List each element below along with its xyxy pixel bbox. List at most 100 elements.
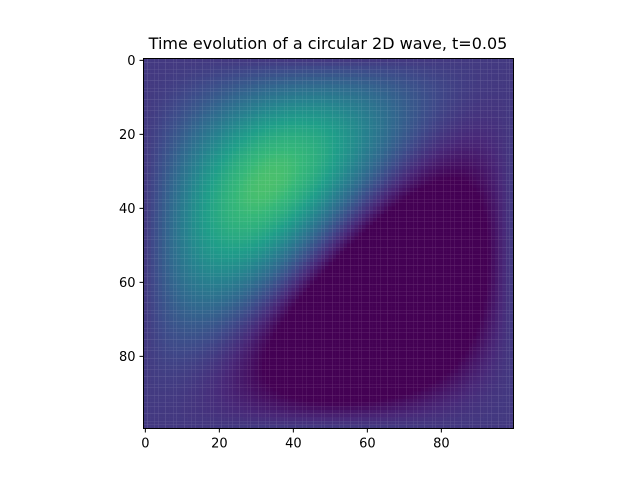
heatmap-cell: [232, 213, 237, 218]
heatmap-cell: [154, 99, 159, 103]
heatmap-cell: [295, 195, 299, 200]
heatmap-cell: [154, 65, 159, 70]
heatmap-cell: [324, 88, 329, 92]
heatmap-cell: [395, 121, 399, 126]
heatmap-cell: [369, 210, 373, 214]
heatmap-cell: [313, 136, 318, 140]
heatmap-cell: [321, 143, 325, 148]
heatmap-cell: [173, 139, 177, 144]
heatmap-cell: [239, 136, 244, 140]
heatmap-cell: [261, 136, 266, 140]
heatmap-cell: [302, 195, 307, 200]
heatmap-cell: [143, 143, 148, 148]
heatmap-cell: [354, 91, 359, 96]
heatmap-cell: [147, 176, 151, 181]
heatmap-cell: [509, 232, 514, 237]
heatmap-cell: [291, 217, 296, 222]
heatmap-cell: [498, 176, 503, 181]
heatmap-cell: [509, 143, 514, 148]
heatmap-cell: [428, 88, 433, 92]
heatmap-cell: [395, 158, 399, 163]
heatmap-cell: [298, 228, 303, 233]
heatmap-cell: [432, 180, 436, 185]
heatmap-cell: [395, 184, 399, 189]
heatmap-cell: [502, 173, 507, 177]
heatmap-cell: [458, 202, 462, 207]
heatmap-cell: [369, 65, 373, 70]
heatmap-cell: [358, 236, 362, 240]
heatmap-cell: [250, 121, 255, 126]
heatmap-cell: [495, 188, 499, 192]
heatmap-cell: [261, 80, 266, 85]
heatmap-cell: [258, 202, 262, 207]
heatmap-cell: [291, 106, 296, 111]
heatmap-cell: [391, 99, 396, 103]
heatmap-cell: [295, 236, 299, 240]
heatmap-cell: [495, 69, 499, 74]
heatmap-cell: [176, 128, 181, 133]
heatmap-cell: [224, 162, 229, 166]
heatmap-cell: [413, 77, 418, 81]
heatmap-cell: [165, 58, 170, 63]
heatmap-cell: [502, 106, 507, 111]
heatmap-cell: [199, 65, 203, 70]
heatmap-cell: [343, 232, 348, 237]
heatmap-cell: [439, 88, 444, 92]
heatmap-cell: [439, 199, 444, 203]
heatmap-cell: [287, 236, 292, 240]
heatmap-cell: [306, 128, 311, 133]
heatmap-cell: [291, 65, 296, 70]
heatmap-cell: [298, 125, 303, 129]
heatmap-cell: [506, 99, 510, 103]
heatmap-cell: [310, 117, 314, 122]
heatmap-cell: [280, 188, 285, 192]
heatmap-cell: [369, 117, 373, 122]
heatmap-cell: [372, 173, 377, 177]
heatmap-cell: [195, 195, 200, 200]
heatmap-cell: [380, 180, 385, 185]
heatmap-cell: [236, 62, 240, 66]
heatmap-cell: [317, 158, 322, 163]
heatmap-cell: [398, 102, 403, 107]
heatmap-cell: [361, 206, 366, 211]
heatmap-cell: [239, 184, 244, 189]
heatmap-cell: [498, 91, 503, 96]
heatmap-cell: [424, 188, 429, 192]
heatmap-cell: [361, 162, 366, 166]
heatmap-cell: [280, 121, 285, 126]
heatmap-cell: [154, 114, 159, 118]
heatmap-cell: [502, 132, 507, 137]
heatmap-cell: [465, 125, 470, 129]
heatmap-cell: [424, 95, 429, 100]
heatmap-cell: [506, 199, 510, 203]
heatmap-cell: [328, 173, 333, 177]
heatmap-cell: [273, 128, 277, 133]
heatmap-cell: [428, 158, 433, 163]
heatmap-cell: [343, 143, 348, 148]
heatmap-cell: [213, 69, 218, 74]
heatmap-cell: [450, 158, 455, 163]
heatmap-cell: [210, 162, 214, 166]
heatmap-cell: [239, 102, 244, 107]
heatmap-cell: [443, 132, 447, 137]
heatmap-cell: [162, 173, 166, 177]
heatmap-cell: [435, 165, 440, 170]
heatmap-cell: [446, 58, 451, 63]
heatmap-cell: [443, 114, 447, 118]
heatmap-cell: [454, 139, 459, 144]
heatmap-cell: [409, 236, 414, 240]
heatmap-cell: [358, 228, 362, 233]
heatmap-cell: [176, 62, 181, 66]
heatmap-cell: [258, 173, 262, 177]
heatmap-cell: [509, 95, 514, 100]
heatmap-cell: [317, 73, 322, 78]
heatmap-cell: [191, 121, 196, 126]
heatmap-cell: [350, 88, 355, 92]
heatmap-cell: [372, 125, 377, 129]
heatmap-cell: [435, 239, 440, 244]
heatmap-cell: [350, 73, 355, 78]
heatmap-cell: [472, 147, 477, 152]
heatmap-cell: [446, 169, 451, 174]
heatmap-cell: [317, 95, 322, 100]
heatmap-cell: [461, 184, 466, 189]
